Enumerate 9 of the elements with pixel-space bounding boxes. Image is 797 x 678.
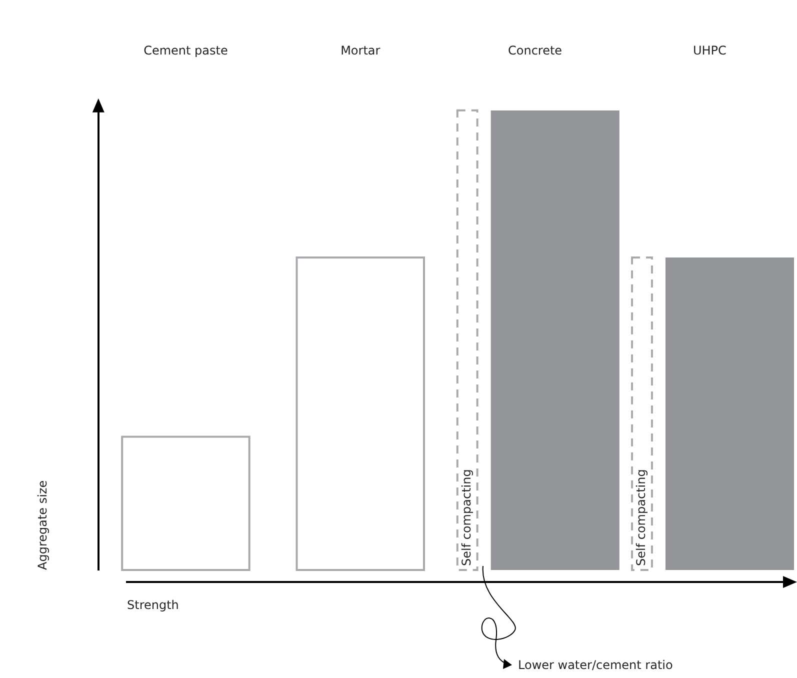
x-tick-label: Mortar <box>340 43 380 58</box>
x-tick-label: Cement paste <box>144 43 228 58</box>
x-tick-label: UHPC <box>692 43 726 58</box>
text: Self compacting <box>634 469 648 566</box>
text: Lower water/cement ratio <box>518 658 673 672</box>
x-axis-title: Strength <box>127 598 179 612</box>
text: Self compacting <box>459 469 474 566</box>
y-axis-title: Aggregate size <box>35 480 50 570</box>
x-tick-label: Concrete <box>508 43 562 58</box>
